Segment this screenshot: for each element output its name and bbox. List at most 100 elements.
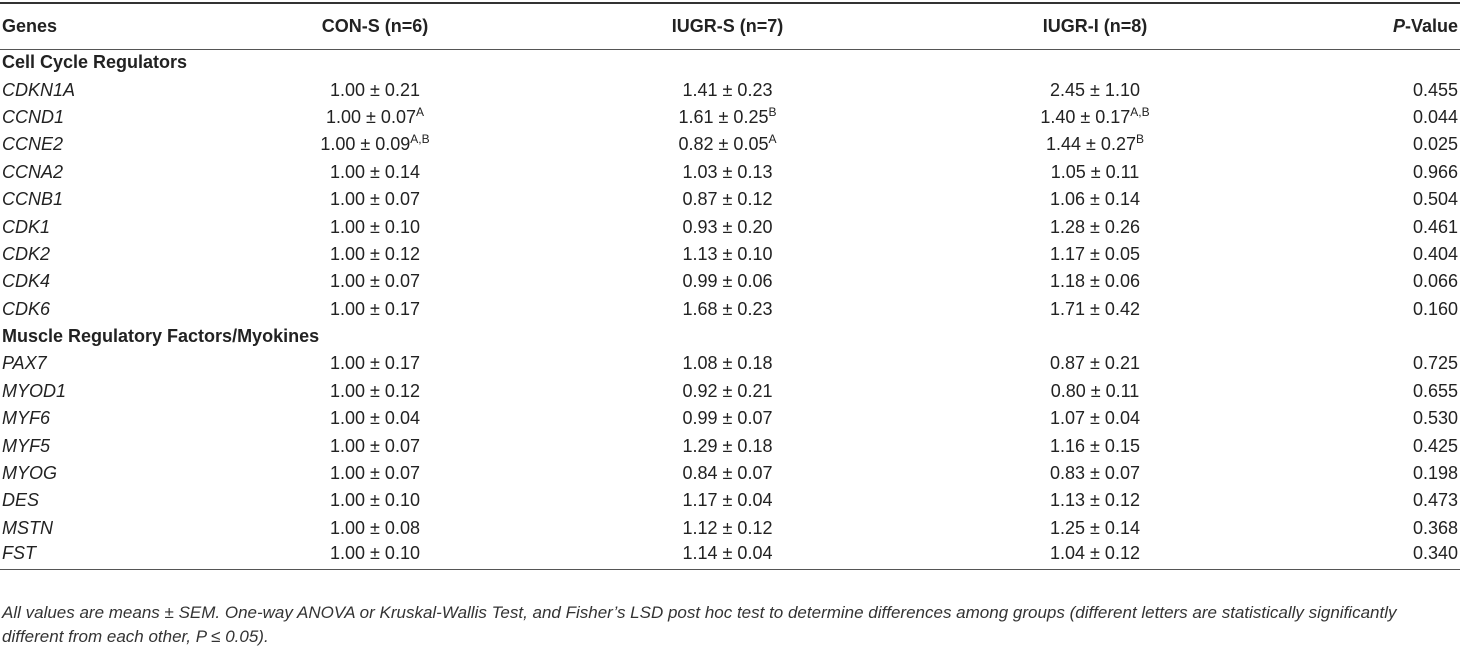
value-text: 1.12 ± 0.12: [682, 517, 773, 538]
value-cell: 1.07 ± 0.04: [965, 405, 1225, 432]
data-table: Genes CON-S (n=6) IUGR-S (n=7) IUGR-I (n…: [0, 2, 1460, 570]
value-text: 1.00 ± 0.09: [320, 134, 411, 155]
data-row: CDK4 1.00 ± 0.07 0.99 ± 0.06 1.18 ± 0.06 0.0…: [0, 268, 1460, 295]
data-row: PAX7 1.00 ± 0.17 1.08 ± 0.18 0.87 ± 0.21 0.7…: [0, 350, 1460, 377]
value-cell: 0.99 ± 0.07: [490, 405, 965, 432]
value-cell: 1.14 ± 0.04: [490, 542, 965, 570]
section-title: Cell Cycle Regulators: [2, 52, 188, 73]
gene-name: CCNE2: [2, 134, 64, 155]
value-cell: 1.04 ± 0.12: [965, 542, 1225, 570]
value-text: 1.00 ± 0.21: [330, 79, 420, 100]
value-text: 0.80 ± 0.11: [1050, 380, 1140, 401]
value-cell: 1.71 ± 0.42: [965, 296, 1225, 323]
p-value: 0.160: [1412, 298, 1458, 319]
value-text: 1.05 ± 0.11: [1050, 161, 1140, 182]
data-row: FST 1.00 ± 0.10 1.14 ± 0.04 1.04 ± 0.12 0.34…: [0, 542, 1460, 570]
value-cell: 1.28 ± 0.26: [965, 213, 1225, 240]
value-cell: 1.00 ± 0.17: [260, 350, 490, 377]
value-text: 1.61 ± 0.25: [678, 106, 769, 127]
value-text: 1.25 ± 0.14: [1050, 517, 1140, 538]
p-value: 0.530: [1412, 408, 1458, 429]
value-text: 1.41 ± 0.23: [682, 79, 773, 100]
value-text: 0.82 ± 0.05: [678, 134, 769, 155]
value-text: 1.13 ± 0.12: [1050, 490, 1140, 511]
p-value: 0.404: [1412, 243, 1458, 264]
value-cell: 1.00 ± 0.21: [260, 76, 490, 103]
value-cell: 1.00 ± 0.07: [260, 460, 490, 487]
gene-name: MYF6: [2, 408, 51, 429]
header-cell: P-Value: [1225, 2, 1460, 50]
table-body: Cell Cycle Regulators CDKN1A 1.00 ± 0.21 1.…: [0, 49, 1460, 570]
value-text: 1.00 ± 0.12: [330, 380, 420, 401]
value-cell: 1.03 ± 0.13: [490, 159, 965, 186]
section-row: Muscle Regulatory Factors/Myokines: [0, 323, 1460, 350]
value-cell: 0.87 ± 0.12: [490, 186, 965, 213]
value-text: 1.40 ± 0.17: [1040, 106, 1131, 127]
value-text: 1.00 ± 0.17: [330, 353, 420, 374]
value-cell: 1.00 ± 0.07: [260, 186, 490, 213]
value-text: 1.00 ± 0.17: [330, 298, 420, 319]
value-text: 1.29 ± 0.18: [682, 435, 773, 456]
data-row: MYOD1 1.00 ± 0.12 0.92 ± 0.21 0.80 ± 0.11 0.…: [0, 378, 1460, 405]
value-text: 1.00 ± 0.07: [330, 463, 420, 484]
value-text: 0.99 ± 0.07: [682, 408, 773, 429]
value-cell: 0.82 ± 0.05A: [490, 131, 965, 158]
data-row: MYF6 1.00 ± 0.04 0.99 ± 0.07 1.07 ± 0.04 0.5…: [0, 405, 1460, 432]
p-value: 0.425: [1412, 435, 1458, 456]
value-cell: 1.40 ± 0.17A,B: [965, 104, 1225, 131]
p-value: 0.504: [1412, 189, 1458, 210]
p-value: 0.340: [1225, 542, 1460, 570]
section-title: Muscle Regulatory Factors/Myokines: [2, 326, 320, 347]
value-cell: 1.25 ± 0.14: [965, 515, 1225, 542]
value-cell: 1.05 ± 0.11: [965, 159, 1225, 186]
p-value: 0.025: [1412, 134, 1458, 155]
gene-name: CCNB1: [2, 189, 64, 210]
data-row: CDK6 1.00 ± 0.17 1.68 ± 0.23 1.71 ± 0.42 0.1…: [0, 296, 1460, 323]
p-value: 0.066: [1412, 271, 1458, 292]
value-text: 1.68 ± 0.23: [682, 298, 773, 319]
value-cell: 1.00 ± 0.08: [260, 515, 490, 542]
value-cell: 1.16 ± 0.15: [965, 432, 1225, 459]
value-cell: 1.00 ± 0.09A,B: [260, 131, 490, 158]
value-text: 1.71 ± 0.42: [1050, 298, 1140, 319]
value-text: 0.84 ± 0.07: [682, 463, 773, 484]
gene-name: CDK2: [2, 243, 51, 264]
p-italic: P: [1392, 15, 1405, 36]
value-text: 1.06 ± 0.14: [1050, 189, 1140, 210]
value-cell: 0.99 ± 0.06: [490, 268, 965, 295]
value-text: 0.87 ± 0.21: [1050, 353, 1140, 374]
value-text: 1.04 ± 0.12: [1050, 542, 1140, 563]
value-text: 1.13 ± 0.10: [682, 243, 773, 264]
gene-name: CDK4: [2, 271, 51, 292]
value-cell: 1.29 ± 0.18: [490, 432, 965, 459]
value-text: 1.17 ± 0.04: [682, 490, 773, 511]
value-cell: 1.08 ± 0.18: [490, 350, 965, 377]
gene-name: MSTN: [2, 517, 53, 538]
section-row: Cell Cycle Regulators: [0, 49, 1460, 76]
header-row: Genes CON-S (n=6) IUGR-S (n=7) IUGR-I (n…: [0, 2, 1460, 50]
value-text: 1.28 ± 0.26: [1050, 216, 1140, 237]
gene-name: MYOD1: [2, 380, 67, 401]
value-cell: 1.00 ± 0.04: [260, 405, 490, 432]
value-cell: 1.12 ± 0.12: [490, 515, 965, 542]
data-row: CDKN1A 1.00 ± 0.21 1.41 ± 0.23 2.45 ± 1.10 0…: [0, 76, 1460, 103]
gene-name: DES: [2, 490, 40, 511]
value-text: 1.00 ± 0.07: [326, 106, 416, 127]
p-value: 0.473: [1412, 490, 1458, 511]
value-text: 1.44 ± 0.27: [1046, 134, 1136, 155]
value-text: 0.92 ± 0.21: [682, 380, 773, 401]
value-cell: 0.92 ± 0.21: [490, 378, 965, 405]
value-text: 1.00 ± 0.10: [330, 216, 420, 237]
data-row: CDK2 1.00 ± 0.12 1.13 ± 0.10 1.17 ± 0.05 0.4…: [0, 241, 1460, 268]
value-cell: 0.87 ± 0.21: [965, 350, 1225, 377]
gene-name: CCNA2: [2, 161, 64, 182]
gene-name: FST: [0, 542, 260, 570]
table-head: Genes CON-S (n=6) IUGR-S (n=7) IUGR-I (n…: [0, 2, 1460, 50]
value-cell: 1.44 ± 0.27B: [965, 131, 1225, 158]
header-cell: IUGR-S (n=7): [490, 2, 965, 50]
value-text: 1.14 ± 0.04: [682, 542, 773, 563]
header-cell: CON-S (n=6): [260, 2, 490, 50]
value-cell: 1.17 ± 0.04: [490, 487, 965, 514]
header-cell: Genes: [0, 2, 260, 50]
value-text: 1.00 ± 0.07: [330, 271, 420, 292]
